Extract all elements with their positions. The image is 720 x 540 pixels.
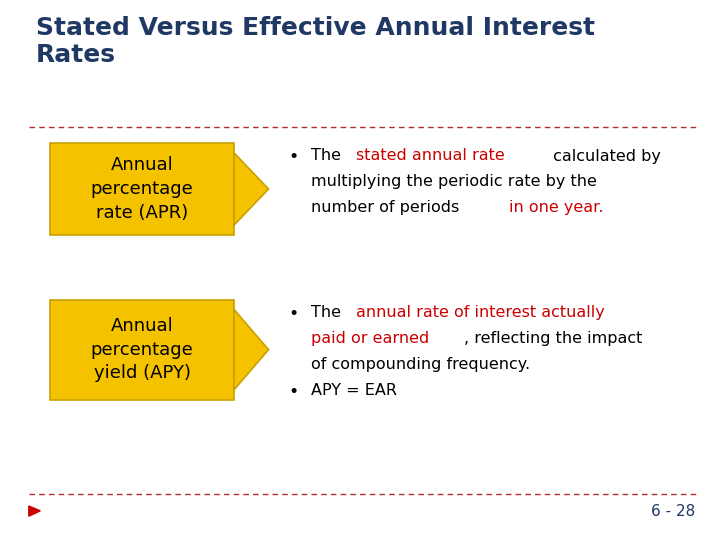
Text: Stated Versus Effective Annual Interest
Rates: Stated Versus Effective Annual Interest … (36, 16, 595, 67)
Text: calculated by: calculated by (549, 148, 661, 164)
Text: APY = EAR: APY = EAR (311, 383, 397, 398)
Polygon shape (29, 506, 40, 516)
Polygon shape (234, 153, 269, 225)
Text: •: • (288, 305, 298, 323)
Text: multiplying the periodic rate by the: multiplying the periodic rate by the (311, 174, 597, 190)
Polygon shape (234, 309, 269, 390)
Text: The: The (311, 305, 346, 320)
FancyBboxPatch shape (50, 300, 234, 400)
Text: paid or earned: paid or earned (311, 331, 429, 346)
Text: of compounding frequency.: of compounding frequency. (311, 357, 530, 372)
Text: stated annual rate: stated annual rate (356, 148, 505, 164)
Text: Annual
percentage
yield (APY): Annual percentage yield (APY) (91, 317, 194, 382)
Text: •: • (288, 383, 298, 401)
Text: number of periods: number of periods (311, 200, 464, 215)
Text: The: The (311, 148, 346, 164)
FancyBboxPatch shape (50, 143, 234, 235)
Text: •: • (288, 148, 298, 166)
Text: annual rate of interest actually: annual rate of interest actually (356, 305, 605, 320)
Text: , reflecting the impact: , reflecting the impact (464, 331, 642, 346)
Text: 6 - 28: 6 - 28 (651, 504, 695, 519)
Text: in one year.: in one year. (509, 200, 603, 215)
Text: Annual
percentage
rate (APR): Annual percentage rate (APR) (91, 157, 194, 221)
